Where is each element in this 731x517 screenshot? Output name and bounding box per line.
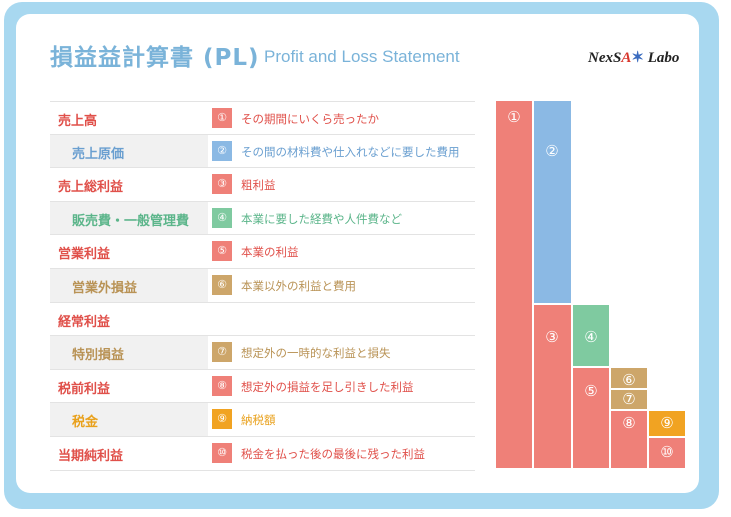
row-number-badge: ① <box>212 108 232 128</box>
row-description: その間の材料費や仕入れなどに要した費用 <box>241 144 460 159</box>
table-row: 税前利益 ⑧ 想定外の損益を足し引きした利益 <box>50 370 475 404</box>
row-label-cell: 売上総利益 <box>50 168 208 201</box>
row-label: 売上総利益 <box>58 180 124 196</box>
table-row: 営業利益 ⑤ 本業の利益 <box>50 235 475 269</box>
row-label-cell: 営業利益 <box>50 235 208 268</box>
row-number-badge: ③ <box>212 174 232 195</box>
row-description: 納税額 <box>241 413 276 428</box>
row-label-cell: 営業外損益 <box>50 268 208 302</box>
star-icon: ✶ <box>631 50 644 66</box>
table-row: 売上原価 ② その間の材料費や仕入れなどに要した費用 <box>50 134 475 169</box>
row-label-cell: 売上原価 <box>50 134 208 168</box>
brand-logo: NexSA✶ Labo <box>588 50 680 66</box>
row-label: 当期純利益 <box>58 448 124 464</box>
row-description: 粗利益 <box>241 178 276 193</box>
row-label: 営業利益 <box>58 247 111 263</box>
table-row: 税金 ⑨ 納税額 <box>50 403 475 437</box>
row-description: 本業の利益 <box>241 245 299 260</box>
page-subtitle: Profit and Loss Statement <box>264 47 460 66</box>
row-number-badge: ⑨ <box>212 409 232 430</box>
row-label-cell: 特別損益 <box>50 336 208 369</box>
row-label: 売上原価 <box>72 146 125 162</box>
table-row: 営業外損益 ⑥ 本業以外の利益と費用 <box>50 268 475 303</box>
row-label-cell: 税前利益 <box>50 370 208 403</box>
row-label-cell: 当期純利益 <box>50 437 208 470</box>
row-number-badge: ⑩ <box>212 442 232 463</box>
row-label: 営業外損益 <box>72 280 138 296</box>
table-row: 販売費・一般管理費 ④ 本業に要した経費や人件費など <box>50 201 475 236</box>
row-label: 売上高 <box>58 114 98 129</box>
table-row: 経常利益 <box>50 303 475 337</box>
row-label-cell: 売上高 <box>50 102 208 134</box>
row-label: 特別損益 <box>72 348 125 364</box>
row-number-badge: ⑤ <box>212 241 232 262</box>
row-label: 経常利益 <box>58 314 111 330</box>
row-label-cell: 販売費・一般管理費 <box>50 201 208 235</box>
row-number-badge: ⑦ <box>212 342 232 363</box>
table-row: 特別損益 ⑦ 想定外の一時的な利益と損失 <box>50 336 475 370</box>
page-title: 損益益計算書 (PL) <box>50 45 260 71</box>
pl-table: 売上高 ① その期間にいくら売ったか売上原価 ② その間の材料費や仕入れなどに要した費用… <box>50 101 475 471</box>
row-number-badge: ⑧ <box>212 375 232 396</box>
row-description: 想定外の損益を足し引きした利益 <box>241 379 414 394</box>
row-number-badge: ⑥ <box>212 274 232 295</box>
row-label: 税前利益 <box>58 381 111 397</box>
row-label-cell: 経常利益 <box>50 303 208 336</box>
row-label-cell: 税金 <box>50 403 208 436</box>
table-row: 売上総利益 ③ 粗利益 <box>50 168 475 202</box>
row-description: 本業に要した経費や人件費など <box>241 211 402 226</box>
row-description: 本業以外の利益と費用 <box>241 278 356 293</box>
row-label: 販売費・一般管理費 <box>72 213 190 229</box>
table-row: 当期純利益 ⑩ 税金を払った後の最後に残った利益 <box>50 437 475 471</box>
row-description: 税金を払った後の最後に残った利益 <box>241 446 425 461</box>
row-description: その期間にいくら売ったか <box>241 112 379 126</box>
table-row: 売上高 ① その期間にいくら売ったか <box>50 101 475 135</box>
row-label: 税金 <box>72 415 99 431</box>
row-description: 想定外の一時的な利益と損失 <box>241 346 391 361</box>
row-number-badge: ④ <box>212 207 232 228</box>
row-number-badge: ② <box>212 140 232 161</box>
